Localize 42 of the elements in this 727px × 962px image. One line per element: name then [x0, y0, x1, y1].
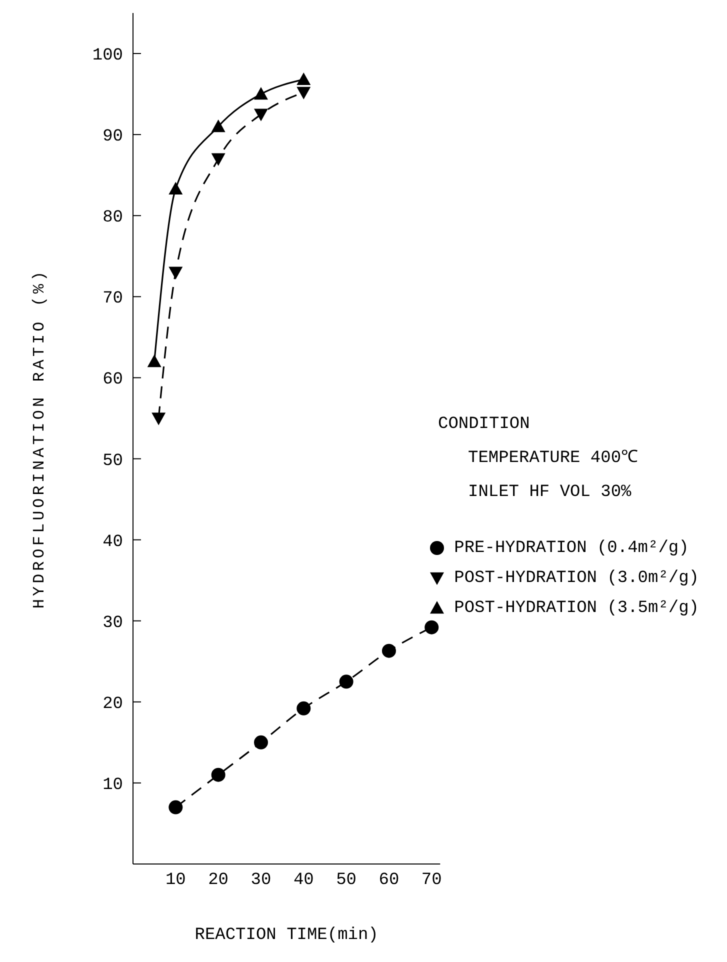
point: [147, 354, 162, 368]
point: [424, 620, 439, 634]
legend-label: PRE-HYDRATION (0.4m²/g): [454, 538, 689, 558]
point: [211, 768, 226, 782]
y-tick-label: 90: [102, 128, 123, 147]
y-axis-title: HYDROFLUORINATION RATIO (%): [30, 268, 49, 609]
x-tick-label: 20: [208, 871, 229, 890]
x-tick-label: 50: [336, 871, 357, 890]
point: [254, 108, 268, 122]
point: [211, 153, 226, 166]
point: [254, 87, 268, 100]
legend-label: POST-HYDRATION (3.0m²/g): [454, 568, 699, 588]
y-tick-label: 50: [102, 452, 123, 471]
point: [152, 412, 166, 426]
x-tick-label: 70: [421, 871, 442, 890]
y-tick-label: 40: [102, 532, 123, 552]
x-tick-label: 30: [250, 871, 272, 890]
y-tick-label: 20: [102, 694, 123, 714]
text: INLET HF VOL 30%: [467, 482, 632, 504]
y-tick-label: 100: [92, 46, 123, 66]
y-tick-label: 60: [102, 370, 123, 390]
point: [296, 701, 311, 716]
legend-label: POST-HYDRATION (3.5m²/g): [454, 598, 699, 618]
x-tick-label: 10: [165, 871, 186, 890]
y-tick-label: 80: [102, 208, 123, 228]
y-tick-label: 70: [102, 290, 123, 309]
y-tick-label: 10: [102, 776, 123, 795]
point: [339, 674, 354, 689]
x-tick-label: 60: [378, 871, 400, 890]
x-tick-label: 40: [293, 871, 314, 890]
text: TEMPERATURE 400℃: [467, 448, 638, 470]
point: [382, 644, 396, 658]
point: [254, 735, 268, 750]
annotation: CONDITION: [438, 414, 531, 436]
point: [168, 182, 183, 194]
point: [296, 86, 311, 100]
point: [168, 800, 183, 814]
point: [168, 266, 183, 280]
x-axis-title: REACTION TIME(min): [194, 926, 378, 945]
y-tick-label: 30: [102, 614, 123, 633]
point: [296, 72, 311, 86]
point: [211, 119, 226, 132]
